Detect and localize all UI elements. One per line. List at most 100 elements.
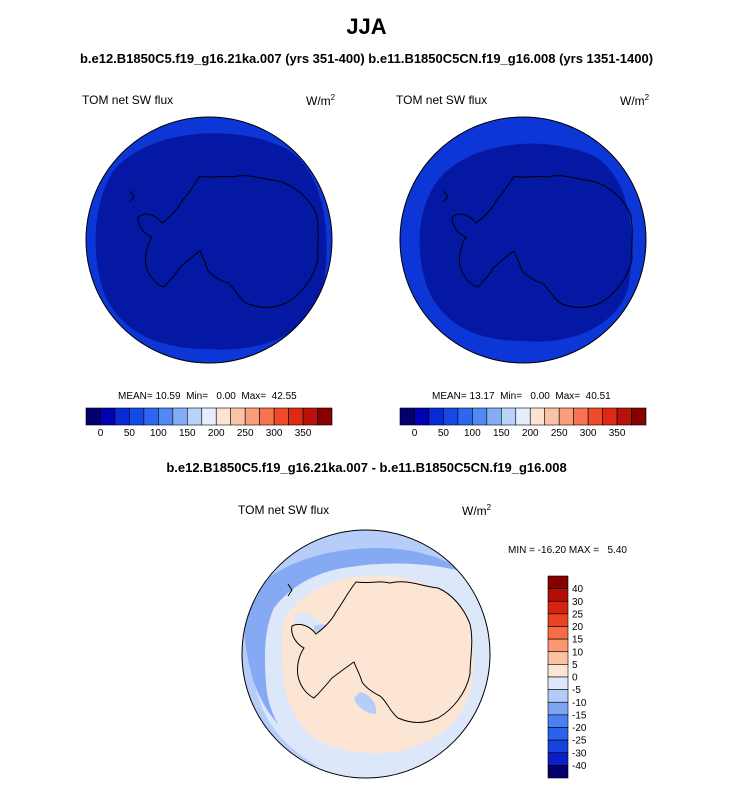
- colorbar-box: [547, 638, 569, 653]
- colorbar-box: [457, 407, 473, 426]
- colorbar-tick-label: 300: [580, 428, 597, 437]
- colorbar-tick-label: 5: [572, 660, 578, 671]
- colorbar-box: [472, 407, 488, 426]
- diff-negative-patch-ross: [354, 692, 377, 714]
- colorbar-box: [573, 407, 589, 426]
- diff-map-border: [241, 529, 491, 779]
- colorbar-box: [547, 752, 569, 766]
- colorbar-tick-label: 50: [124, 428, 136, 437]
- colorbar-box: [143, 407, 159, 426]
- panel2-stats: MEAN= 13.17 Min= 0.00 Max= 40.51: [432, 391, 611, 402]
- panel1-colorbar-boxes: [85, 407, 333, 426]
- colorbar-tick-label: 15: [572, 635, 584, 646]
- panel1-units: W/m2: [306, 93, 336, 108]
- colorbar-box: [443, 407, 459, 426]
- colorbar-box: [547, 600, 569, 615]
- colorbar-tick-label: 350: [609, 428, 626, 437]
- colorbar-box: [547, 701, 569, 716]
- colorbar-tick-label: 20: [572, 622, 584, 633]
- colorbar-tick-label: 10: [572, 647, 584, 658]
- panel2-colorbar-labels: 0 50 100 150 200 250 300 350: [412, 428, 626, 437]
- colorbar-tick-label: 0: [572, 673, 578, 684]
- colorbar-tick-label: 350: [295, 428, 312, 437]
- colorbar-box: [616, 407, 632, 426]
- colorbar-tick-label: 150: [179, 428, 196, 437]
- colorbar-tick-label: 200: [208, 428, 225, 437]
- colorbar-box: [273, 407, 289, 426]
- colorbar-box: [547, 689, 569, 703]
- panel1-colorbar: 0 50 100 150 200 250 300 350: [85, 407, 333, 437]
- panel2-map-border: [399, 116, 647, 364]
- difference-title: b.e12.B1850C5.f19_g16.21ka.007 - b.e11.B…: [166, 460, 567, 475]
- colorbar-tick-label: -5: [572, 685, 581, 696]
- colorbar-tick-label: 100: [150, 428, 167, 437]
- panel1-map: [85, 116, 333, 364]
- colorbar-box: [414, 407, 430, 426]
- colorbar-box: [547, 613, 569, 627]
- colorbar-tick-label: 0: [412, 428, 418, 437]
- colorbar-tick-label: 200: [522, 428, 539, 437]
- colorbar-box: [500, 407, 517, 426]
- colorbar-box: [186, 407, 203, 426]
- colorbar-box: [302, 407, 318, 426]
- panel3-units: W/m2: [462, 503, 492, 518]
- colorbar-box: [100, 407, 116, 426]
- colorbar-box: [547, 714, 569, 728]
- difference-map: [241, 529, 491, 779]
- colorbar-tick-label: 250: [237, 428, 254, 437]
- panel3-label: TOM net SW flux: [238, 503, 330, 517]
- diff-band-medium-inner: [244, 548, 464, 738]
- colorbar-box: [172, 407, 188, 426]
- colorbar-box: [547, 626, 569, 640]
- colorbar-tick-label: -40: [572, 761, 587, 772]
- colorbar-box: [428, 407, 444, 426]
- panel1-label: TOM net SW flux: [82, 93, 174, 107]
- panel2-colorbar: 0 50 100 150 200 250 300 350: [399, 407, 647, 437]
- colorbar-tick-label: 150: [493, 428, 510, 437]
- colorbar-tick-label: -30: [572, 748, 587, 759]
- colorbar-tick-label: -10: [572, 698, 587, 709]
- case-comparison-subtitle: b.e12.B1850C5.f19_g16.21ka.007 (yrs 351-…: [79, 51, 654, 66]
- colorbar-box: [201, 407, 217, 426]
- panel1-stats: MEAN= 10.59 Min= 0.00 Max= 42.55: [118, 391, 297, 402]
- colorbar-box: [215, 407, 232, 426]
- colorbar-box: [631, 407, 647, 426]
- colorbar-box: [558, 407, 574, 426]
- panel2-antarctica-coastline: [451, 175, 633, 308]
- colorbar-tick-label: 25: [572, 609, 584, 620]
- diff-antarctica-coastline: [291, 581, 473, 723]
- colorbar-box: [544, 407, 560, 426]
- colorbar-tick-label: -20: [572, 723, 587, 734]
- colorbar-box: [547, 727, 569, 741]
- colorbar-box: [486, 407, 502, 426]
- colorbar-tick-label: 250: [551, 428, 568, 437]
- colorbar-box: [547, 575, 569, 589]
- panel3-stats: MIN = -16.20 MAX = 5.40: [508, 545, 627, 556]
- panel2-label: TOM net SW flux: [396, 93, 488, 107]
- colorbar-box: [547, 739, 569, 754]
- colorbar-box: [85, 407, 101, 426]
- colorbar-box: [547, 588, 569, 602]
- colorbar-box: [515, 407, 531, 426]
- colorbar-box: [317, 407, 333, 426]
- panel2-colorbar-boxes: [399, 407, 647, 426]
- colorbar-box: [230, 407, 246, 426]
- colorbar-box: [288, 407, 304, 426]
- colorbar-box: [259, 407, 275, 426]
- panel1-ocean-interior: [95, 133, 327, 350]
- panel1-antarctica-coastline: [137, 175, 319, 308]
- difference-colorbar-boxes: [547, 575, 569, 779]
- colorbar-box: [547, 676, 569, 690]
- colorbar-tick-label: 30: [572, 597, 584, 608]
- colorbar-tick-label: 100: [464, 428, 481, 437]
- panel2-map: [399, 116, 647, 364]
- colorbar-box: [114, 407, 130, 426]
- colorbar-box: [547, 651, 569, 665]
- colorbar-box: [602, 407, 618, 426]
- colorbar-box: [547, 765, 569, 779]
- colorbar-tick-label: -25: [572, 736, 587, 747]
- colorbar-box: [547, 664, 569, 678]
- colorbar-tick-label: 0: [98, 428, 104, 437]
